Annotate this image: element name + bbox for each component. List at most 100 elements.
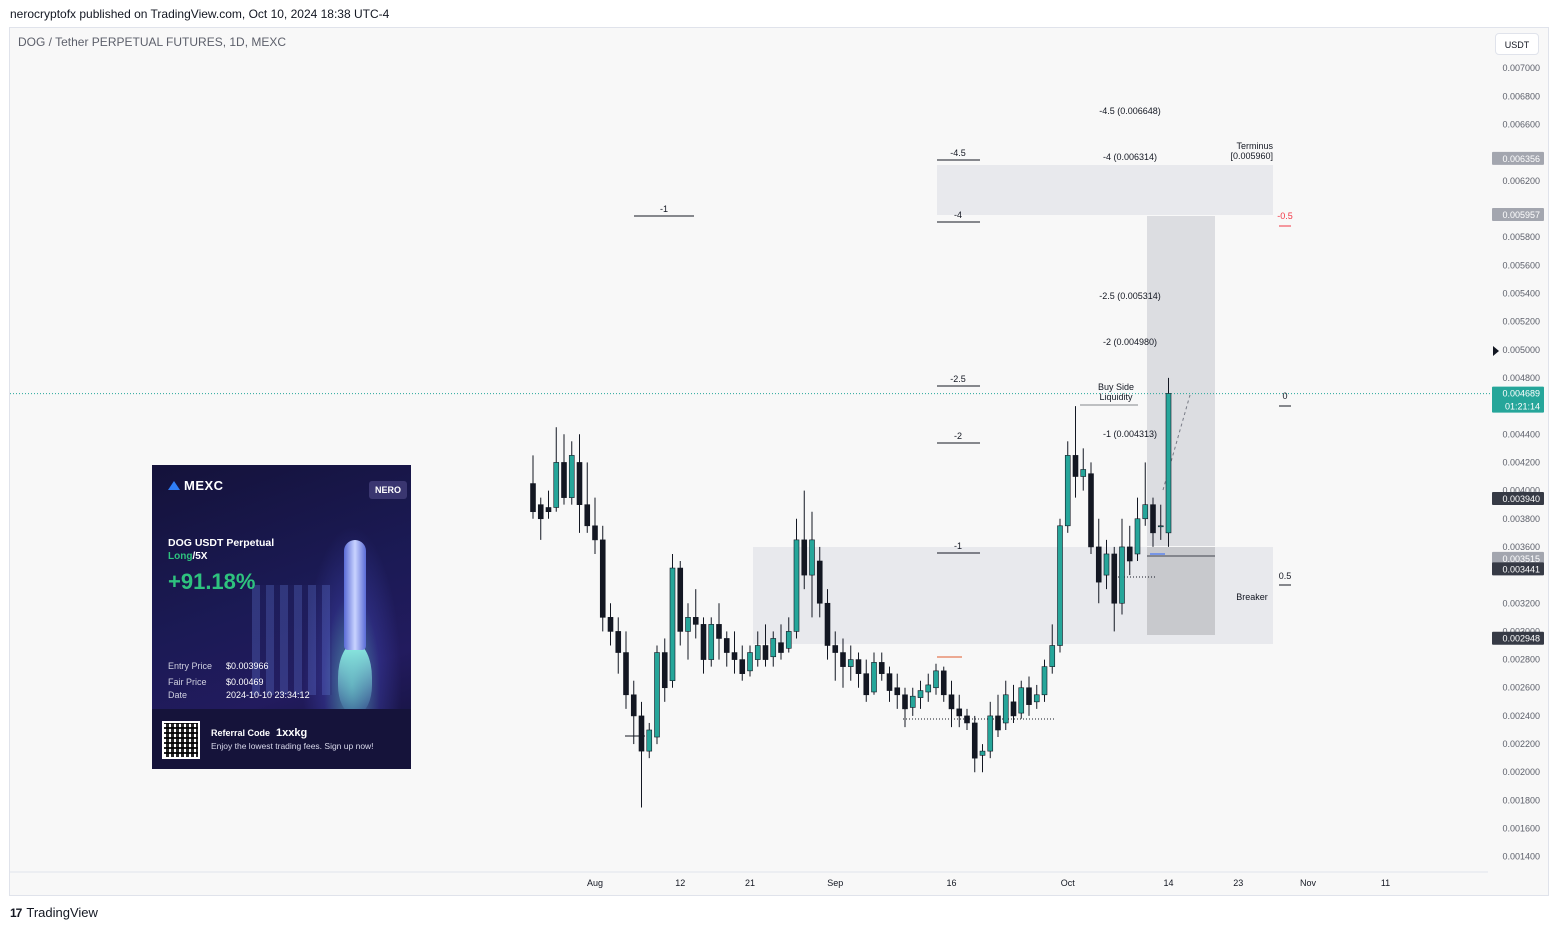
y-axis-tick-label: 0.001800 — [1502, 795, 1540, 805]
card-ref-code: 1xxkg — [276, 727, 308, 739]
mexc-brand: MEXC — [168, 478, 224, 493]
x-axis-tick-label: 14 — [1163, 878, 1173, 888]
fib-projection-label: -4.5 (0.006648) — [1099, 106, 1161, 116]
candle-body — [1119, 546, 1125, 604]
candle-body — [561, 462, 567, 498]
price-badge — [1492, 151, 1544, 165]
zero-fib-label: 0 — [1282, 391, 1287, 401]
card-referral: Referral Code 1xxkg — [211, 727, 307, 739]
fib-projection-label: -4 (0.006314) — [1103, 152, 1157, 162]
candle-body — [847, 659, 854, 667]
candle-body — [723, 638, 730, 653]
card-fair-value: $0.00469 — [226, 677, 264, 687]
candle-body — [716, 624, 722, 639]
price-badge-value: 0.004689 — [1502, 389, 1540, 399]
candle-body — [917, 690, 924, 698]
candle-body — [530, 483, 536, 513]
candle-body — [925, 684, 932, 693]
y-axis-tick-label: 0.005800 — [1502, 232, 1540, 242]
price-marker-arrow-icon — [1493, 346, 1499, 356]
price-badge-value: 0.003441 — [1502, 564, 1540, 574]
currency-button[interactable]: USDT — [1495, 33, 1539, 55]
tradingview-logo-icon: 17 — [10, 905, 22, 920]
user-badge: NERO — [368, 481, 407, 499]
price-badge-value: 0.005957 — [1502, 210, 1540, 220]
fib-level-label: -2 — [954, 431, 962, 441]
y-axis-tick-label: 0.005600 — [1502, 260, 1540, 270]
candle-body — [576, 462, 583, 505]
candle-body — [677, 567, 684, 632]
candle-body — [1064, 455, 1071, 527]
footer-brand[interactable]: 17 TradingView — [10, 905, 98, 920]
fib-level-label: -4.5 — [950, 148, 966, 158]
card-fair: Fair Price $0.00469 — [168, 677, 264, 687]
x-axis-tick-label: 11 — [1381, 878, 1390, 888]
candle-body — [568, 455, 575, 498]
y-axis-tick-label: 0.002600 — [1502, 683, 1540, 693]
candle-body — [964, 715, 970, 724]
card-side-leverage: /5X — [192, 551, 208, 562]
price-badge — [1492, 208, 1544, 222]
price-badge-value: 0.002948 — [1502, 634, 1540, 644]
candle-body — [909, 695, 916, 708]
x-axis-tick-label: Oct — [1061, 878, 1076, 888]
symbol-title[interactable]: DOG / Tether PERPETUAL FUTURES, 1D, MEXC — [18, 35, 287, 49]
candle-body — [863, 673, 870, 696]
candle-body — [940, 670, 947, 696]
card-pair: DOG USDT Perpetual — [168, 537, 275, 549]
candle-body — [1165, 393, 1172, 534]
candle-body — [545, 507, 552, 513]
candle-body — [855, 659, 862, 674]
candle-body — [731, 652, 738, 660]
red-fib-label: -0.5 — [1277, 211, 1293, 221]
candle-body — [816, 560, 823, 604]
card-side-long: Long — [168, 551, 193, 562]
fib-projection-label: -2.5 (0.005314) — [1099, 291, 1161, 301]
y-axis-tick-label: 0.007000 — [1502, 63, 1540, 73]
y-axis-tick-label: 0.005000 — [1502, 345, 1540, 355]
candle-body — [1018, 687, 1025, 714]
candle-body — [630, 694, 637, 717]
candle-body — [793, 539, 800, 632]
y-axis-tick-label: 0.001400 — [1502, 852, 1540, 862]
price-badge — [1492, 492, 1544, 506]
candle-body — [1041, 666, 1048, 696]
candle-body — [747, 652, 753, 672]
y-axis-tick-label: 0.006600 — [1502, 119, 1540, 129]
candle-body — [1103, 553, 1110, 576]
candle-body — [754, 645, 761, 660]
candle-body — [592, 525, 598, 541]
qr-code-pattern — [164, 723, 198, 757]
y-axis-tick-label: 0.002000 — [1502, 767, 1540, 777]
candle-body — [878, 662, 885, 674]
candle-body — [762, 645, 769, 660]
rocket-icon — [344, 540, 366, 650]
y-axis-tick-label: 0.003000 — [1502, 626, 1540, 636]
candle-body — [871, 662, 877, 693]
candle-body — [623, 652, 629, 696]
card-date-value: 2024-10-10 23:34:12 — [226, 690, 310, 700]
candle-body — [1010, 701, 1017, 717]
candle-body — [1026, 687, 1032, 705]
price-badge-countdown: 01:21:14 — [1505, 402, 1540, 412]
y-axis-tick-label: 0.004400 — [1502, 429, 1540, 439]
mexc-logo-icon — [168, 481, 180, 490]
candle-body — [700, 624, 707, 660]
footer-brand-label: TradingView — [26, 905, 98, 920]
candle-body — [1157, 525, 1164, 528]
y-axis-tick-label: 0.005400 — [1502, 288, 1540, 298]
fib-projection-label: -1 (0.004313) — [1103, 429, 1157, 439]
candle-body — [1080, 469, 1087, 477]
candle-body — [902, 694, 908, 710]
price-badge-value: 0.003940 — [1502, 494, 1540, 504]
price-badge — [1492, 631, 1544, 645]
candle-body — [824, 602, 831, 646]
x-axis-tick-label: 12 — [675, 878, 685, 888]
candle-body — [1057, 525, 1063, 646]
y-axis-tick-label: 0.003600 — [1502, 542, 1540, 552]
mexc-brand-label: MEXC — [184, 478, 224, 493]
breaker-label: Breaker — [1236, 592, 1268, 602]
y-axis-tick-label: 0.004200 — [1502, 457, 1540, 467]
price-badge-value: 0.006356 — [1502, 154, 1540, 164]
